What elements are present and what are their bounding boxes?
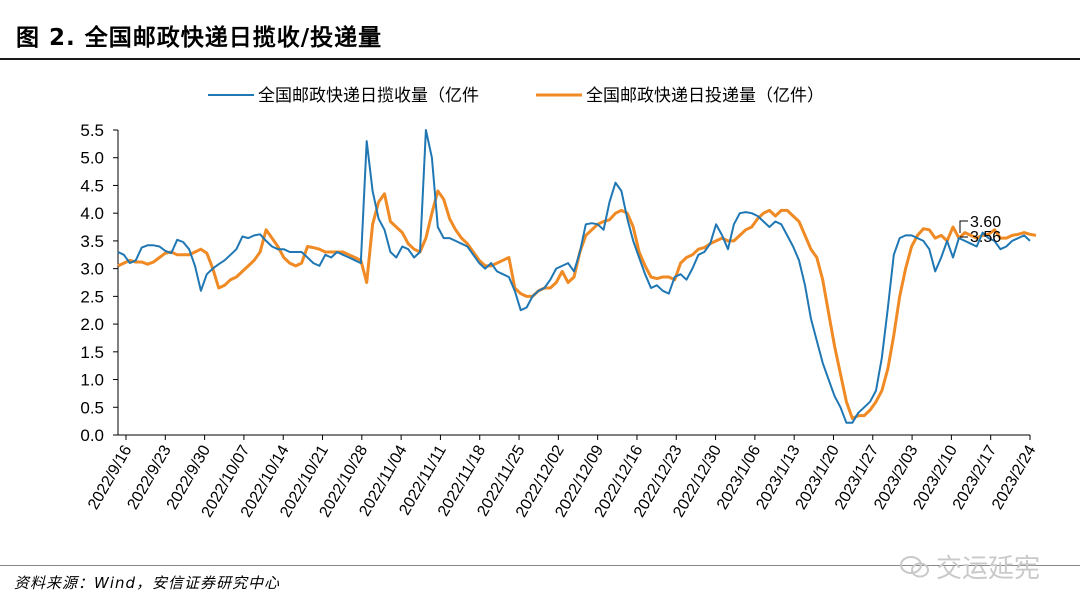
- y-tick-label: 3.0: [80, 260, 104, 279]
- series-line-delivery: [117, 189, 1037, 420]
- y-tick-label: 1.5: [80, 343, 104, 362]
- y-tick-label: 4.0: [80, 204, 104, 223]
- line-chart: 全国邮政快递日揽收量（亿件 全国邮政快递日投递量（亿件） 5.5 5.0 4.5 4.0…: [80, 86, 1040, 520]
- y-tick-label: 0.0: [80, 426, 104, 445]
- source-note: 资料来源：Wind，安信证券研究中心: [14, 574, 281, 592]
- y-axis: 5.5 5.0 4.5 4.0 3.5 3.0 2.5 2.0 1.5 1.0 0.5 0.0: [80, 121, 119, 445]
- chart-legend: 全国邮政快递日揽收量（亿件 全国邮政快递日投递量（亿件）: [208, 86, 824, 106]
- x-axis: 2022/9/162022/9/232022/9/302022/10/07202…: [85, 434, 1040, 520]
- series-line-collection: [117, 129, 1031, 424]
- page-title: 图 2. 全国邮政快递日揽收/投递量: [16, 25, 383, 51]
- wechat-icon: [900, 555, 929, 577]
- annotation-label: 3.56: [970, 229, 1001, 246]
- title-divider: [0, 58, 1080, 60]
- watermark: 交运延宪: [900, 548, 1040, 585]
- annotation-label: 3.60: [970, 214, 1001, 231]
- legend-label: 全国邮政快递日投递量（亿件）: [586, 86, 824, 106]
- y-tick-label: 4.5: [80, 176, 104, 195]
- y-tick-label: 2.0: [80, 315, 104, 334]
- plot-area: [117, 129, 1037, 424]
- y-tick-label: 5.0: [80, 149, 104, 168]
- end-annotations: 3.603.56: [959, 214, 1001, 246]
- watermark-text: 交运延宪: [936, 554, 1041, 584]
- annotation-leader: [959, 220, 968, 233]
- y-tick-label: 3.5: [80, 232, 104, 251]
- y-tick-label: 0.5: [80, 398, 104, 417]
- source-divider: [0, 565, 1080, 566]
- y-tick-label: 1.0: [80, 371, 104, 390]
- legend-label: 全国邮政快递日揽收量（亿件: [258, 86, 479, 106]
- y-tick-label: 2.5: [80, 287, 104, 306]
- y-tick-label: 5.5: [80, 121, 104, 140]
